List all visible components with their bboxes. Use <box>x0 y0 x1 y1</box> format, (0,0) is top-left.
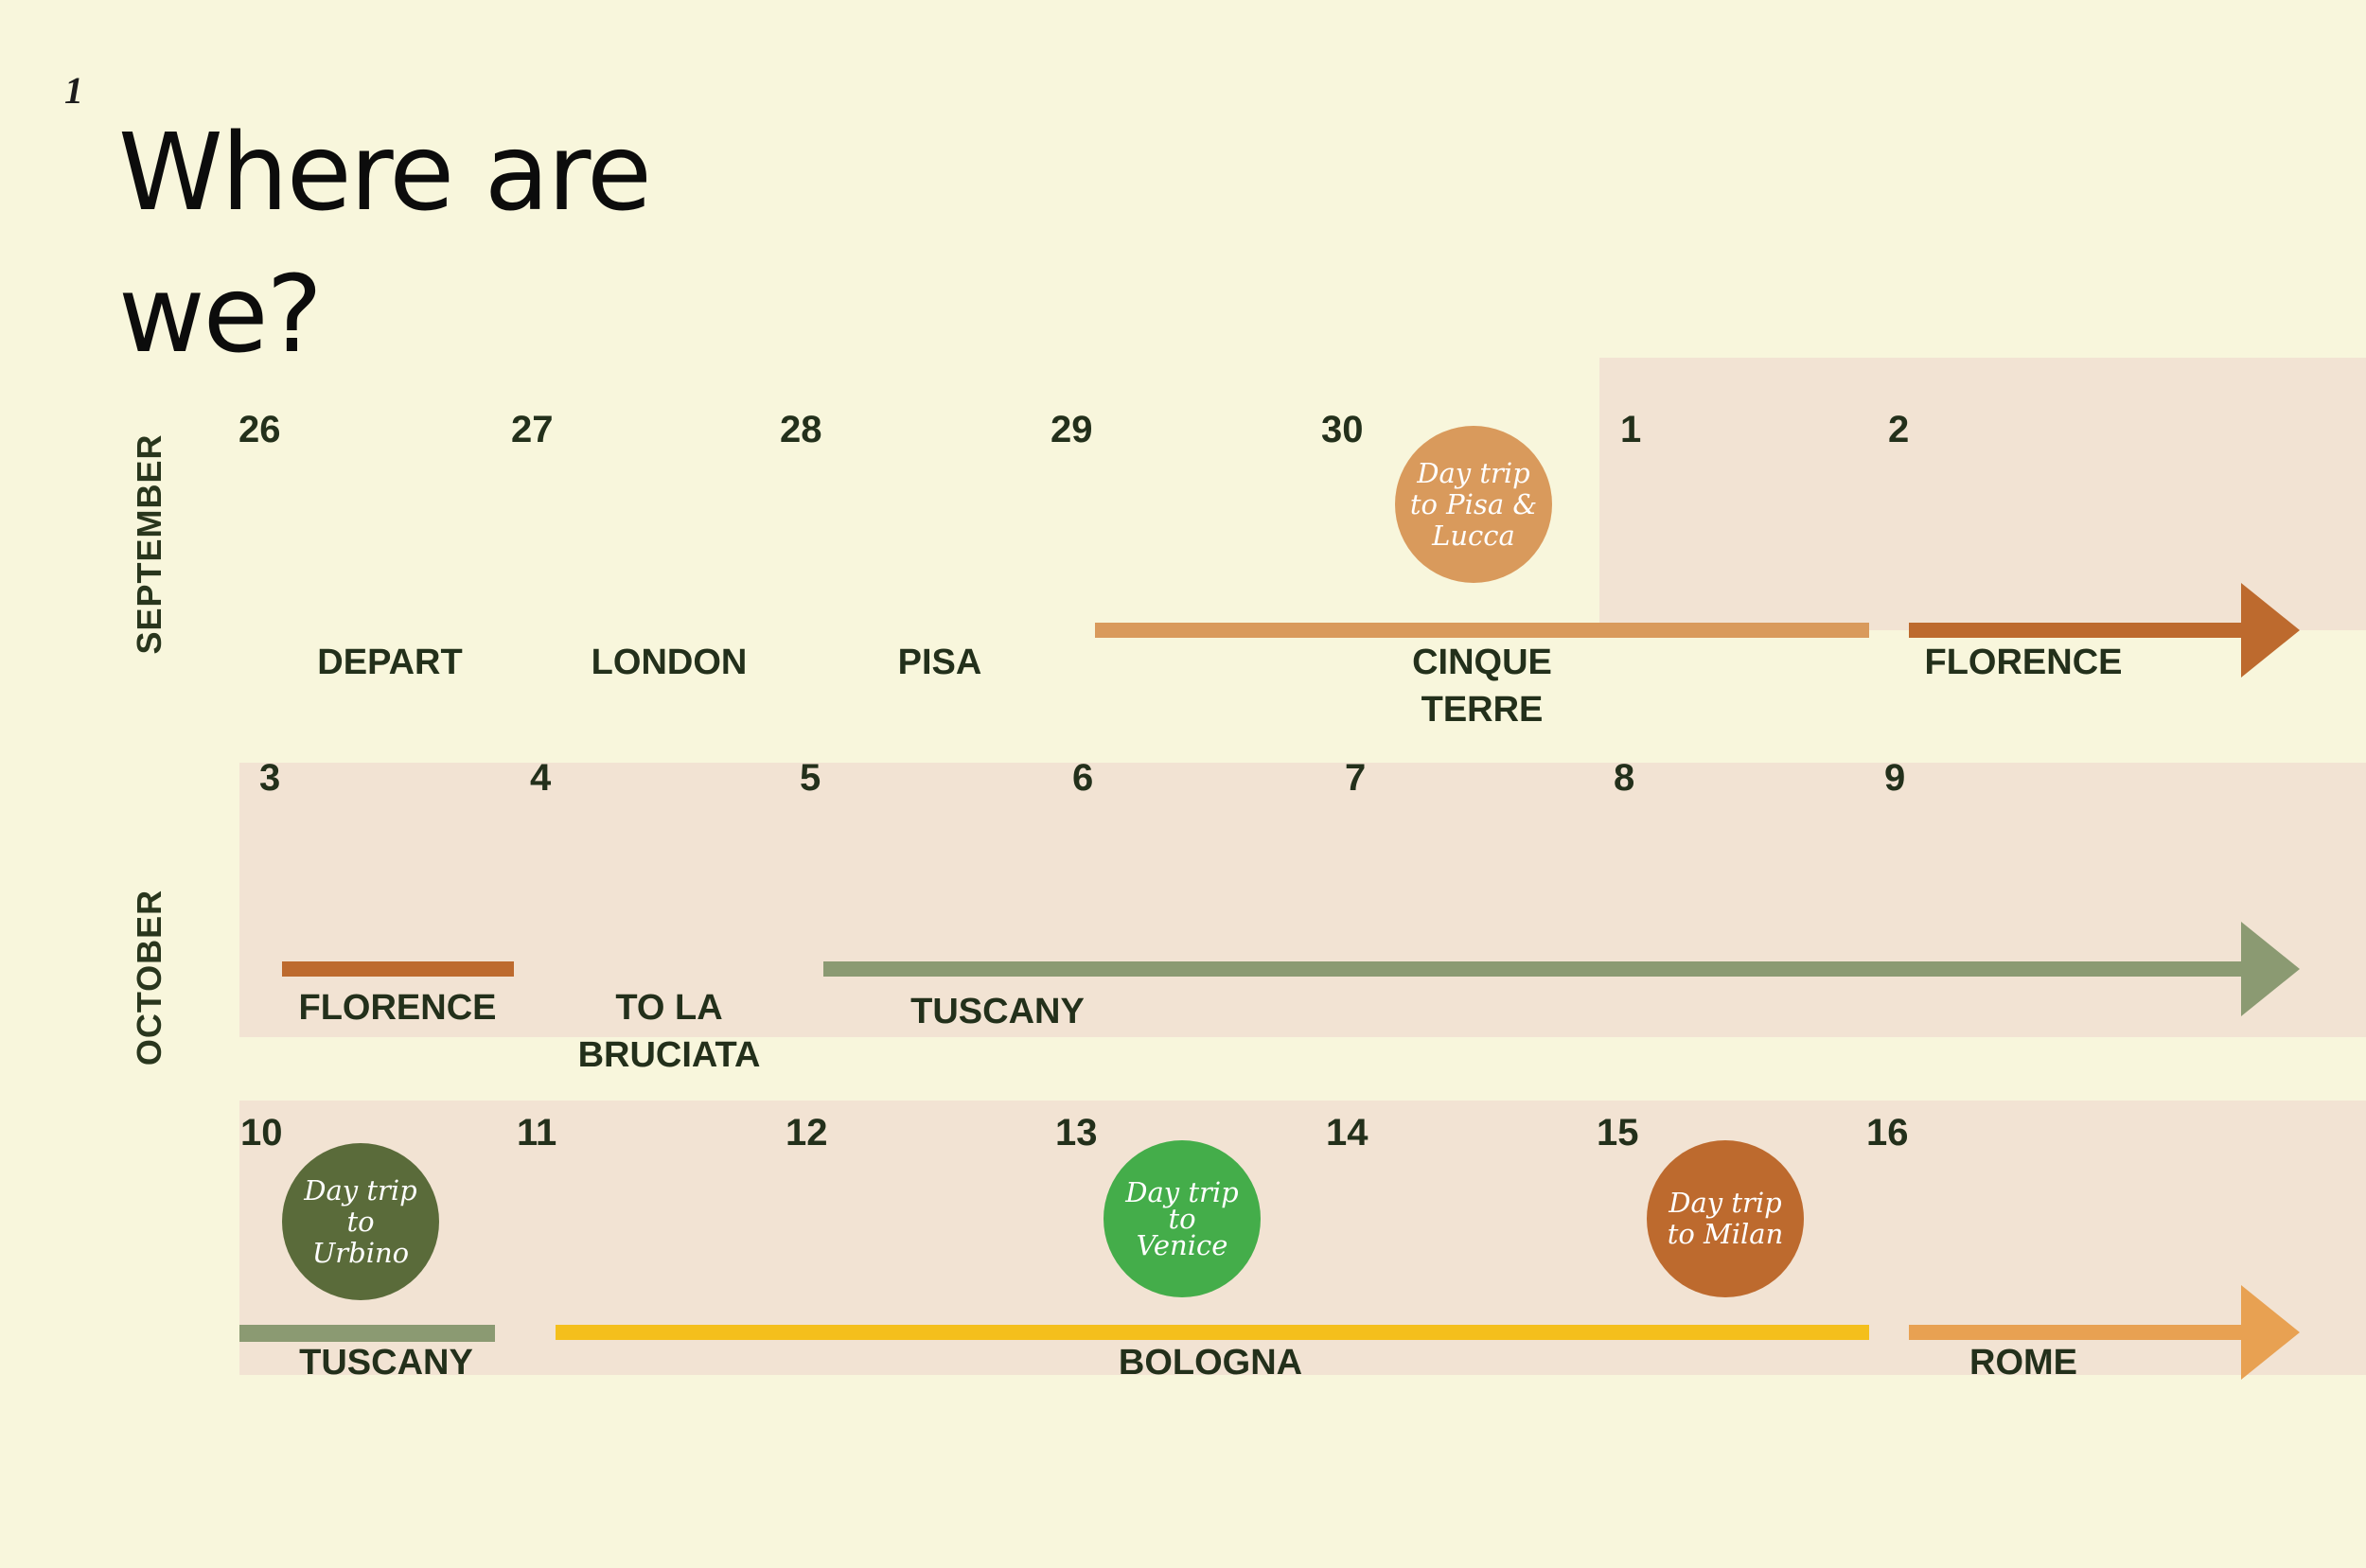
location-label-bologna: BOLOGNA <box>1118 1343 1303 1383</box>
florence-stay-bar <box>282 961 514 977</box>
day-number: 16 <box>1866 1112 1909 1154</box>
florence-stay-bar <box>1909 623 2251 638</box>
day-number: 5 <box>800 757 821 799</box>
month-label-september: SEPTEMBER <box>130 433 168 655</box>
title-line-1: Where are <box>118 112 652 235</box>
day-number: 14 <box>1326 1112 1368 1154</box>
location-label-florence: FLORENCE <box>298 988 497 1028</box>
rome-stay-bar <box>1909 1325 2251 1340</box>
location-label-tuscany: TUSCANY <box>910 992 1085 1031</box>
highlight-band-september <box>1599 358 2366 630</box>
day-trip-text: Venice <box>1136 1229 1228 1261</box>
day-number: 28 <box>780 409 822 450</box>
location-label-pisa: PISA <box>897 643 982 682</box>
day-trip-venice-badge: Day trip to Venice <box>1104 1140 1261 1297</box>
day-number: 6 <box>1072 757 1094 799</box>
day-trip-text: to Milan <box>1667 1218 1784 1250</box>
day-number: 1 <box>1620 409 1642 450</box>
day-number: 7 <box>1345 757 1367 799</box>
page-title: Where are we? <box>118 102 781 386</box>
location-label-london: LONDON <box>591 643 748 682</box>
day-number: 4 <box>530 757 552 799</box>
bologna-stay-bar <box>556 1325 1869 1340</box>
day-trip-text: Day trip <box>1417 456 1530 489</box>
day-trip-text: Day trip <box>304 1173 417 1207</box>
day-trip-pisa-lucca-badge: Day trip to Pisa & Lucca <box>1395 426 1552 583</box>
page-number: 1 <box>64 69 83 112</box>
day-number: 11 <box>517 1112 557 1154</box>
tuscany-stay-bar <box>239 1325 495 1342</box>
continue-arrow-icon <box>2241 922 2300 1016</box>
day-trip-text: to Urbino <box>311 1205 410 1269</box>
tuscany-stay-bar <box>823 961 2252 977</box>
day-number: 2 <box>1888 409 1910 450</box>
day-number: 3 <box>259 757 281 799</box>
location-label-to-la-bruciata: TO LA BRUCIATA <box>577 988 761 1075</box>
day-number: 30 <box>1321 409 1364 450</box>
day-trip-text: to Pisa & <box>1409 487 1538 520</box>
day-trip-text: Day trip <box>1669 1187 1782 1219</box>
day-trip-milan-badge: Day trip to Milan <box>1647 1140 1804 1297</box>
location-label-florence: FLORENCE <box>1924 643 2123 682</box>
cinque-terre-stay-bar <box>1095 623 1869 638</box>
day-number: 26 <box>238 409 281 450</box>
title-line-2: we? <box>118 254 323 377</box>
day-number: 9 <box>1884 757 1906 799</box>
day-trip-text: Lucca <box>1432 519 1515 552</box>
day-trip-text: to <box>1168 1203 1196 1235</box>
location-label-rome: ROME <box>1969 1343 2077 1383</box>
highlight-band-october-week1 <box>239 763 2366 1037</box>
day-number: 8 <box>1614 757 1635 799</box>
day-number: 27 <box>511 409 554 450</box>
location-label-cinque-terre: CINQUE TERRE <box>1412 643 1552 730</box>
day-number: 12 <box>786 1112 828 1154</box>
day-trip-text: Day trip <box>1125 1176 1239 1208</box>
location-label-tuscany: TUSCANY <box>299 1343 473 1383</box>
month-label-october: OCTOBER <box>130 889 168 1066</box>
continue-arrow-icon <box>2241 1285 2300 1380</box>
location-label-depart: DEPART <box>317 643 463 682</box>
continue-arrow-icon <box>2241 583 2300 678</box>
day-number: 15 <box>1597 1112 1639 1154</box>
day-number: 13 <box>1055 1112 1098 1154</box>
day-trip-urbino-badge: Day trip to Urbino <box>282 1143 439 1300</box>
day-number: 10 <box>240 1112 283 1154</box>
day-number: 29 <box>1051 409 1093 450</box>
